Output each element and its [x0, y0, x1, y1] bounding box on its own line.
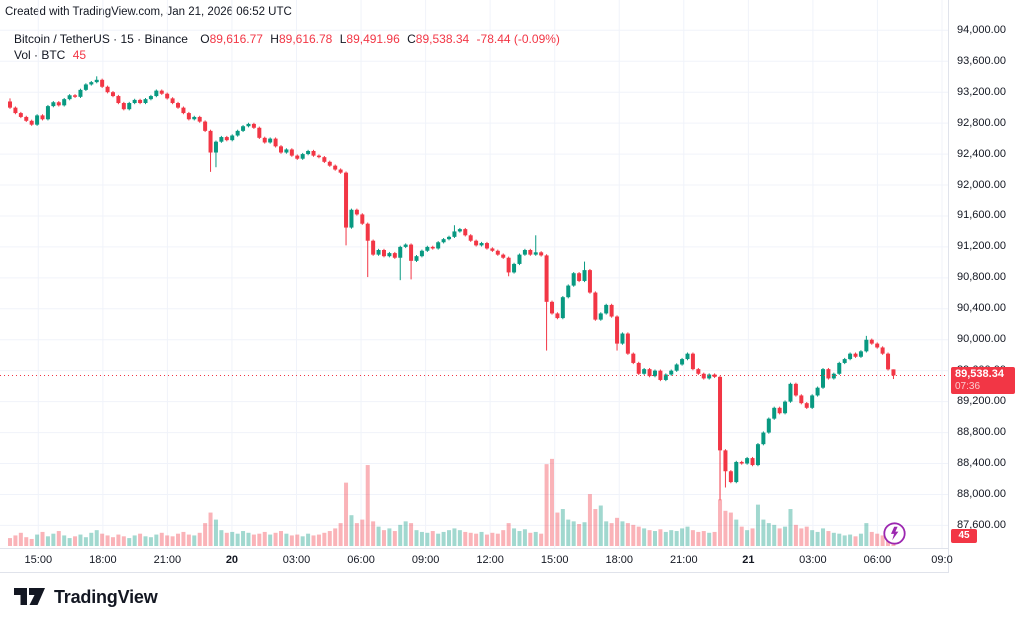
low-value: 89,491.96: [346, 32, 400, 46]
lightning-marker-icon[interactable]: [882, 521, 907, 546]
open-label: O: [200, 32, 210, 46]
time-tick: 18:00: [89, 554, 117, 566]
price-tick: 93,600.00: [957, 54, 1006, 67]
volume-label: Vol · BTC: [14, 48, 66, 62]
tradingview-logo-text: TradingView: [54, 586, 158, 607]
last-price-value: 89,538.34: [955, 367, 1004, 380]
price-tick: 88,800.00: [957, 426, 1006, 439]
change-value: -78.44 (-0.09%): [476, 32, 560, 46]
symbol-legend: Bitcoin / TetherUS · 15 · Binance O89,61…: [14, 31, 560, 63]
price-tick: 91,200.00: [957, 240, 1006, 253]
price-tick: 92,800.00: [957, 116, 1006, 129]
volume-indicator-row: Vol · BTC 45: [14, 47, 560, 63]
tradingview-logo-icon: [14, 588, 45, 605]
close-label: C: [407, 32, 416, 46]
time-tick: 21: [742, 554, 755, 566]
high-label: H: [270, 32, 279, 46]
chart-pane[interactable]: [0, 0, 948, 548]
low-label: L: [339, 32, 347, 46]
volume-value-badge: 45: [951, 529, 977, 543]
time-tick: 20: [225, 554, 239, 566]
time-tick: 21:00: [153, 554, 182, 566]
time-tick: 06:00: [347, 554, 375, 566]
high-value: 89,616.78: [278, 32, 333, 46]
time-tick: 03:00: [282, 554, 311, 566]
time-tick: 15:00: [24, 554, 53, 566]
open-value: 89,616.77: [209, 32, 263, 46]
price-tick: 90,000.00: [957, 333, 1006, 346]
price-tick: 91,600.00: [957, 209, 1006, 222]
price-tick: 90,800.00: [957, 271, 1006, 284]
price-tick: 87,600.00: [957, 518, 1006, 531]
symbol-title: Bitcoin / TetherUS · 15 · Binance: [14, 32, 188, 46]
price-tick: 92,000.00: [957, 178, 1006, 191]
price-tick: 90,400.00: [957, 302, 1006, 315]
time-tick: 09:00: [411, 554, 440, 566]
attribution-text: Created with TradingView.com, Jan 21, 20…: [5, 6, 292, 18]
symbol-ohlc-row: Bitcoin / TetherUS · 15 · Binance O89,61…: [14, 31, 560, 47]
time-tick: 21:00: [670, 554, 698, 566]
time-scale[interactable]: 15:00 18:00 21:00 20 03:00 06:00 09:00 12:00 15:…: [0, 548, 953, 573]
time-tick: 09:0: [931, 554, 953, 566]
price-tick: 92,400.00: [957, 147, 1006, 160]
time-tick: 12:00: [476, 554, 504, 566]
time-tick: 15:00: [540, 554, 569, 566]
price-tick: 93,200.00: [957, 85, 1006, 98]
price-scale[interactable]: 94,000.00 93,600.00 93,200.00 92,800.00 92,4…: [948, 0, 1024, 573]
price-tick: 88,000.00: [957, 487, 1006, 500]
close-value: 89,538.34: [415, 32, 470, 46]
footer: TradingView: [0, 574, 1024, 624]
time-tick: 06:00: [863, 554, 892, 566]
volume-value: 45: [72, 48, 87, 62]
price-tick: 89,200.00: [957, 395, 1006, 408]
price-tick: 94,000.00: [957, 23, 1006, 36]
last-price-badge: 89,538.34 07:36: [951, 366, 1015, 394]
price-tick: 88,400.00: [957, 457, 1006, 469]
bar-countdown: 07:36: [955, 380, 981, 392]
tradingview-logo[interactable]: TradingView: [14, 586, 158, 608]
time-tick: 18:00: [605, 554, 634, 566]
time-tick: 03:00: [799, 554, 827, 566]
